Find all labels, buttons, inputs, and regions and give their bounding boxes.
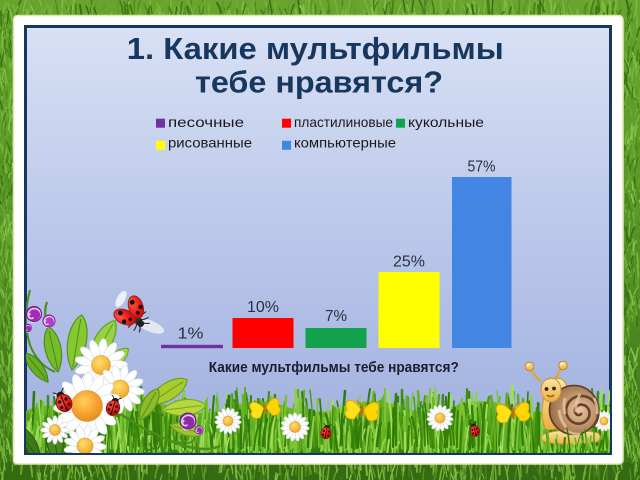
- svg-text:1%: 1%: [178, 326, 204, 343]
- svg-text:пластилиновые: пластилиновые: [294, 114, 393, 130]
- svg-text:рисованные: рисованные: [168, 134, 252, 150]
- svg-text:компьютерные: компьютерные: [294, 134, 396, 150]
- svg-text:песочные: песочные: [168, 114, 244, 130]
- svg-text:1. Какие мультфильмы: 1. Какие мультфильмы: [127, 32, 504, 66]
- svg-text:25%: 25%: [393, 254, 425, 271]
- svg-text:кукольные: кукольные: [408, 114, 484, 130]
- svg-text:тебе нравятся?: тебе нравятся?: [195, 66, 443, 100]
- svg-text:Какие мультфильмы тебе нравятс: Какие мультфильмы тебе нравятся?: [209, 359, 459, 376]
- svg-text:7%: 7%: [325, 308, 347, 325]
- svg-text:10%: 10%: [247, 299, 279, 316]
- svg-text:57%: 57%: [468, 159, 496, 176]
